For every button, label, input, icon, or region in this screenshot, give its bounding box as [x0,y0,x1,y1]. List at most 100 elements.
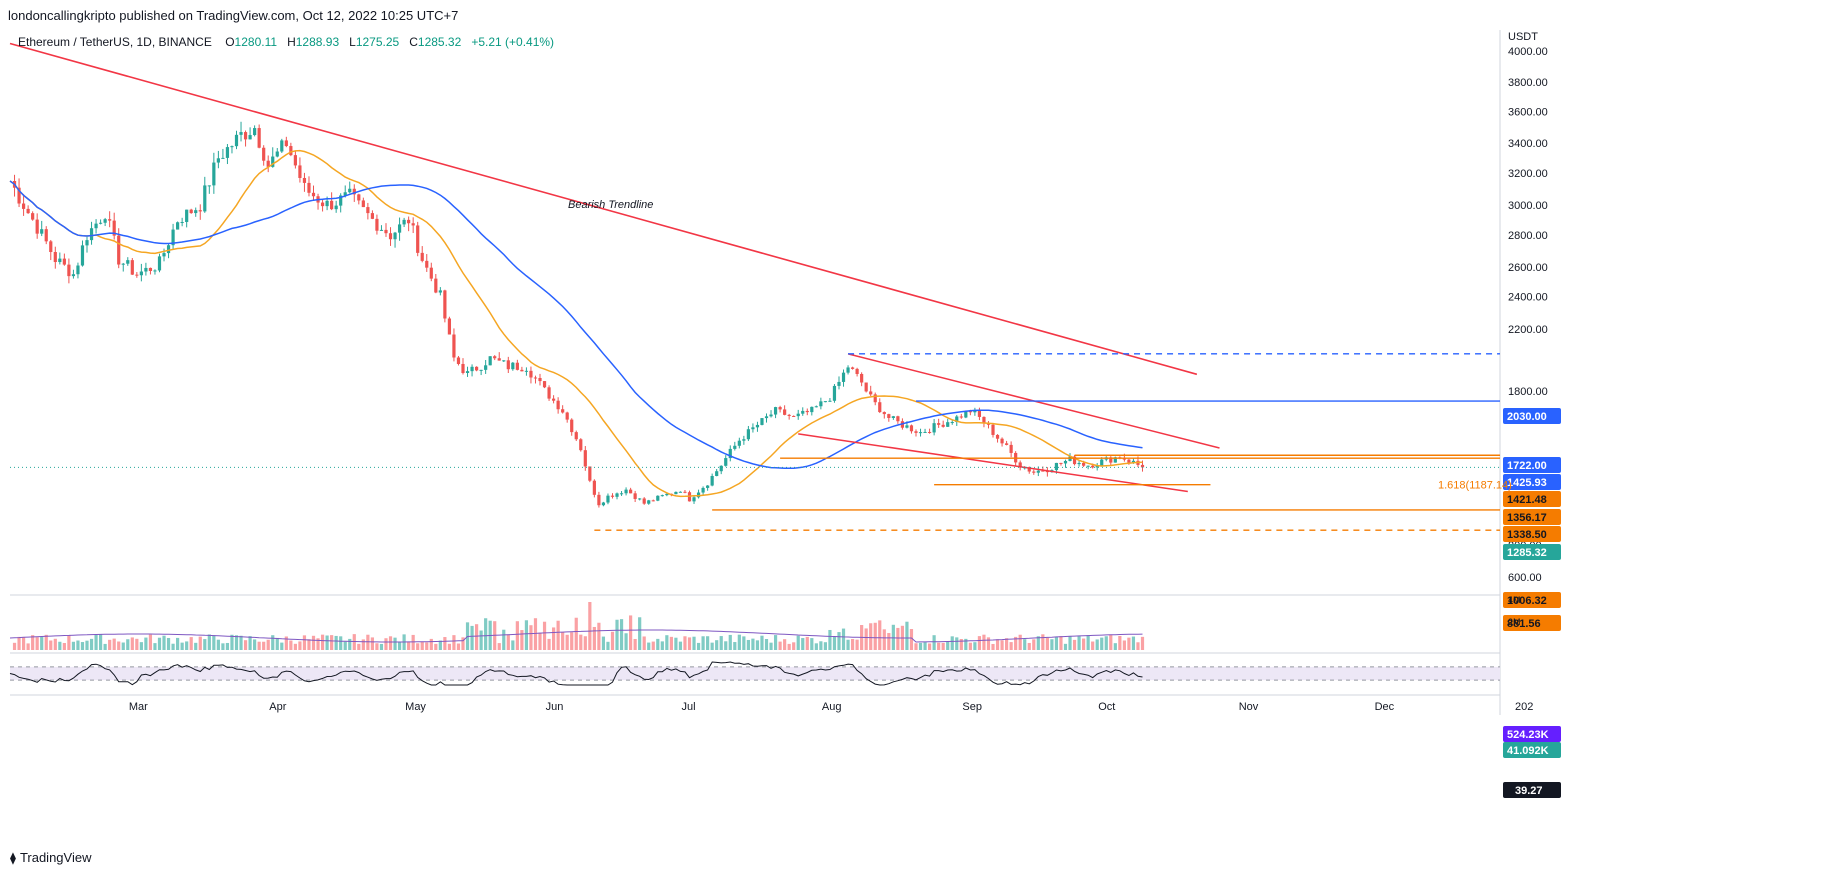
volume-bar [1023,639,1027,650]
volume-bar [955,637,959,650]
candle-body [397,224,402,233]
bearish-trendline [9,42,1198,376]
volume-bar [810,638,814,650]
volume-bar [638,617,642,650]
candle-body [194,210,198,214]
candle-body [864,382,868,392]
candle-body [49,241,53,253]
volume-bar [1136,642,1140,650]
candle-body [538,377,542,382]
volume-bar [17,636,21,650]
time-tick-label: Oct [1098,701,1115,713]
tradingview-brand[interactable]: ⧫ TradingView [10,850,91,865]
time-tick-label: Sep [962,701,982,713]
volume-bar [674,637,678,650]
candle-body [651,500,655,502]
volume-bar [982,634,986,650]
candle-body [841,372,846,382]
volume-bar [420,641,424,650]
volume-bar [198,636,202,650]
change-value: +5.21 (+0.41%) [471,35,555,49]
price-tick-label: 3000.00 [1508,200,1548,212]
candle-body [832,385,837,401]
volume-last-tag: 41.092K [1507,745,1549,757]
volume-bar [176,637,180,650]
candle-body [570,419,574,433]
candle-body [715,471,719,476]
candle-body [166,245,171,254]
candle-body [520,369,524,372]
candle-body [674,491,678,495]
candle-body [388,233,393,240]
level-axis-tag: 881.56 [1507,618,1541,630]
price-tick-label: 3400.00 [1508,138,1548,150]
volume-bar [706,636,710,650]
volume-bar [339,636,343,650]
volume-bar [194,642,198,650]
time-tick-label: Apr [269,701,286,713]
candle-body [629,489,633,494]
volume-bar [99,634,103,650]
volume-bar [896,627,900,650]
volume-bar [520,630,524,650]
candle-body [552,398,556,401]
candle-body [755,424,760,428]
volume-bar [542,621,547,650]
candle-body [248,135,252,140]
price-tick-label: 2800.00 [1508,230,1548,242]
volume-bar [12,642,17,650]
volume-bar [1041,634,1045,650]
candle-body [280,140,284,152]
volume-bar [823,642,827,650]
candle-body [742,439,746,441]
candle-body [275,151,279,157]
level-axis-tag: 1338.50 [1507,529,1547,541]
candle-body [239,132,243,135]
level-axis-tag: 1421.48 [1507,494,1547,506]
volume-bar [434,643,438,650]
volume-bar [660,641,664,650]
candle-body [610,495,615,497]
volume-bar [1118,635,1122,650]
candle-body [565,412,569,420]
candle-body [438,290,442,293]
volume-bar [878,620,882,650]
volume-bar [764,638,769,650]
volume-bar [927,643,932,650]
candle-body [923,431,927,433]
candle-body [425,260,429,268]
candle-body [837,381,841,386]
candle-body [502,360,506,362]
candle-body [801,410,805,414]
volume-bar [221,643,225,650]
candle-body [878,402,882,413]
volume-bar [737,634,741,650]
candle-body [873,394,877,403]
candle-body [44,229,48,242]
level-axis-tag-bg [1503,526,1561,542]
volume-bar [117,641,121,650]
candle-body [660,495,664,497]
candle-body [615,493,619,497]
volume-bar [370,637,374,650]
candle-body [225,147,230,158]
candle-body [298,165,302,178]
candle-body [950,422,954,424]
volume-bar [651,641,655,650]
candle-body [896,416,900,422]
volume-bar [58,641,62,650]
candle-body [769,414,773,417]
candle-body [62,258,66,265]
volume-bar [1086,635,1090,650]
candle-body [325,200,329,207]
volume-bar [207,634,211,650]
candle-body [416,225,420,253]
open-value: 1280.11 [234,35,278,49]
volume-bar [619,619,624,650]
volume-bar [1077,636,1081,650]
candle-body [271,156,275,167]
candle-body [977,410,982,417]
candle-body [1032,471,1036,473]
price-tick-label: 3200.00 [1508,168,1548,180]
